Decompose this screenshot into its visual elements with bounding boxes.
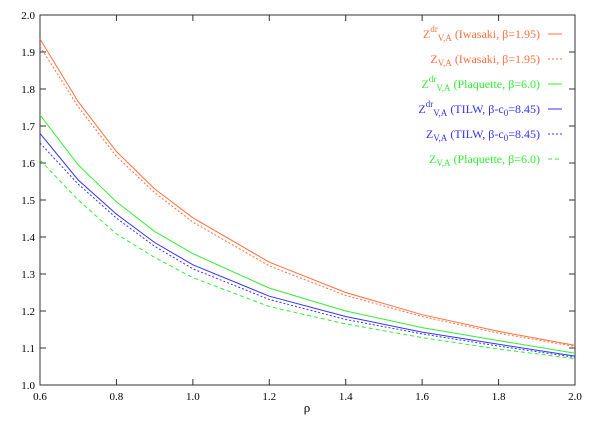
x-tick-label: 0.8 — [110, 391, 124, 403]
legend-subscript: V,A — [436, 158, 451, 168]
legend-label: ZdrV,A (Plaquette, β=6.0) — [422, 74, 540, 93]
legend-subscript: V,A — [438, 58, 453, 68]
y-tick-label: 1.0 — [21, 380, 35, 392]
series-line — [39, 159, 576, 360]
x-tick-label: 2.0 — [568, 391, 582, 403]
legend-superscript: dr — [429, 74, 437, 84]
legend-label: ZV,A (TILW, β-c0=8.45) — [426, 127, 540, 143]
y-tick-label: 1.6 — [21, 158, 35, 170]
x-tick-label: 1.0 — [186, 391, 200, 403]
legend-superscript: dr — [430, 24, 438, 34]
series-line — [39, 114, 576, 354]
y-tick-label: 2.0 — [21, 10, 35, 22]
y-tick-label: 1.4 — [21, 232, 35, 244]
series-line — [39, 133, 576, 357]
legend-symbol: Z — [429, 152, 436, 166]
series-line — [39, 142, 576, 358]
y-tick-label: 1.1 — [21, 343, 35, 355]
legend-subscript: 0 — [504, 133, 509, 143]
x-tick-label: 1.8 — [492, 391, 506, 403]
legend-subscript: V,A — [436, 83, 451, 93]
x-tick-label: 1.2 — [262, 391, 276, 403]
legend-symbol: Z — [422, 77, 429, 91]
legend-symbol: Z — [418, 102, 425, 116]
y-tick-label: 1.7 — [21, 121, 35, 133]
legend-subscript: V,A — [438, 33, 453, 43]
legend-label: ZV,A (Plaquette, β=6.0) — [429, 152, 540, 168]
series-line — [39, 46, 576, 347]
y-tick-label: 1.2 — [21, 306, 35, 318]
series-lines — [39, 38, 576, 360]
y-tick-label: 1.9 — [21, 47, 35, 59]
legend-text: (Plaquette, β=6.0) — [450, 77, 540, 91]
legend-label: ZV,A (Iwasaki, β=1.95) — [430, 52, 540, 68]
legend-text: =8.45) — [508, 127, 540, 141]
legend-text: =8.45) — [508, 102, 540, 116]
x-tick-label: 1.6 — [415, 391, 429, 403]
x-tick-label: 1.4 — [339, 391, 353, 403]
legend-subscript: 0 — [504, 108, 509, 118]
axes: 0.6 0.8 1.0 1.2 1.4 1.6 1.8 2.0 1.0 1.1 1.2 1.3 1.4 1… — [21, 10, 582, 403]
legend-subscript: V,A — [433, 108, 448, 118]
legend-text: (Iwasaki, β=1.95) — [452, 27, 540, 41]
legend-superscript: dr — [426, 99, 434, 109]
x-tick-label: 0.6 — [33, 391, 47, 403]
y-tick-label: 1.5 — [21, 195, 35, 207]
legend-label: ZdrV,A (Iwasaki, β=1.95) — [423, 24, 540, 43]
y-tick-label: 1.8 — [21, 84, 35, 96]
legend-text: (TILW, β-c — [447, 127, 503, 141]
legend-label: ZdrV,A (TILW, β-c0=8.45) — [418, 99, 540, 118]
legend-symbol: Z — [426, 127, 433, 141]
legend-text: (Plaquette, β=6.0) — [450, 152, 540, 166]
y-tick-label: 1.3 — [21, 269, 35, 281]
legend-text: (Iwasaki, β=1.95) — [452, 52, 540, 66]
legend-text: (TILW, β-c — [447, 102, 503, 116]
x-axis-label: ρ — [304, 400, 311, 415]
legend: ZdrV,A (Iwasaki, β=1.95)ZV,A (Iwasaki, β… — [418, 24, 562, 168]
plot-frame — [39, 14, 576, 386]
legend-symbol: Z — [430, 52, 437, 66]
legend-subscript: V,A — [433, 133, 448, 143]
legend-symbol: Z — [423, 27, 430, 41]
series-line — [39, 38, 576, 346]
